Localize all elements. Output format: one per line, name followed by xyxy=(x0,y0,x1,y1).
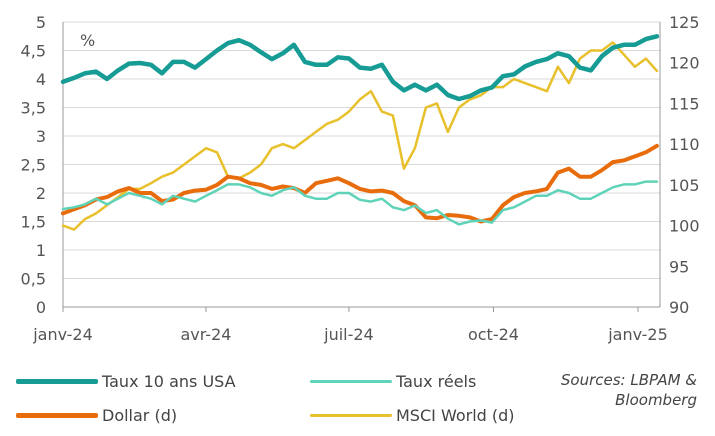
legend-label-dollar: Dollar (d) xyxy=(102,406,178,425)
legend-item-dollar: Dollar (d) xyxy=(16,406,177,425)
x-tick-label: avr-24 xyxy=(180,325,231,344)
y-right-tick-label: 100 xyxy=(669,217,700,236)
legend-label-taux-reels: Taux réels xyxy=(396,372,477,391)
y-left-tick-label: 4 xyxy=(36,70,46,89)
y-left-tick-label: 2,5 xyxy=(21,156,46,175)
y-right-tick-label: 110 xyxy=(669,135,700,154)
legend-item-taux-10-ans-usa: Taux 10 ans USA xyxy=(16,372,236,391)
gridlines xyxy=(63,21,660,279)
x-tick-label: juil-24 xyxy=(323,325,374,344)
y-right-tick-label: 120 xyxy=(669,54,700,73)
x-tick-label: janv-25 xyxy=(607,325,668,344)
legend-swatch-dollar xyxy=(16,413,98,418)
y-left-tick-label: 3 xyxy=(36,127,46,146)
legend-swatch-taux-reels xyxy=(310,380,392,383)
series-line-dollar-d xyxy=(61,143,659,224)
y-right-tick-label: 95 xyxy=(669,257,689,276)
y-left-tick-label: 2 xyxy=(36,184,46,203)
legend-item-taux-reels: Taux réels xyxy=(310,372,476,391)
y-unit-label: % xyxy=(80,31,95,50)
series-line-msci-world-d xyxy=(61,41,659,231)
axes: 0 0,5 1 1,5 2 2,5 3 3,5 4 4,5 5 90 95 100 105 110 115 120… xyxy=(21,13,700,344)
y-right-tick-label: 90 xyxy=(669,298,689,317)
legend-item-msci-world: MSCI World (d) xyxy=(310,406,515,425)
legend-label-msci-world: MSCI World (d) xyxy=(396,406,515,425)
x-tick-label: oct-24 xyxy=(468,325,519,344)
y-right-tick-label: 115 xyxy=(669,94,700,113)
y-left-tick-label: 3,5 xyxy=(21,99,46,118)
y-left-tick-label: 1,5 xyxy=(21,213,46,232)
y-left-tick-label: 1 xyxy=(36,241,46,260)
y-left-tick-label: 5 xyxy=(36,13,46,32)
series-line-taux-r-els xyxy=(61,180,659,226)
source-line-1: Sources: LBPAM & xyxy=(560,371,697,389)
legend-swatch-msci-world xyxy=(310,414,392,417)
y-left-tick-label: 0 xyxy=(36,298,46,317)
source-line-2: Bloomberg xyxy=(615,391,697,409)
series-line-taux-10-ans-usa xyxy=(60,34,660,102)
legend-swatch-taux-10-ans-usa xyxy=(16,379,98,384)
y-right-tick-label: 105 xyxy=(669,176,700,195)
y-left-tick-label: 0,5 xyxy=(21,270,46,289)
y-left-tick-label: 4,5 xyxy=(21,42,46,61)
x-tick-label: janv-24 xyxy=(32,325,93,344)
y-right-tick-label: 125 xyxy=(669,13,700,32)
series-lines xyxy=(60,34,660,231)
legend-label-taux-10-ans-usa: Taux 10 ans USA xyxy=(102,372,236,391)
source-note: Sources: LBPAM & Bloomberg xyxy=(561,370,697,410)
